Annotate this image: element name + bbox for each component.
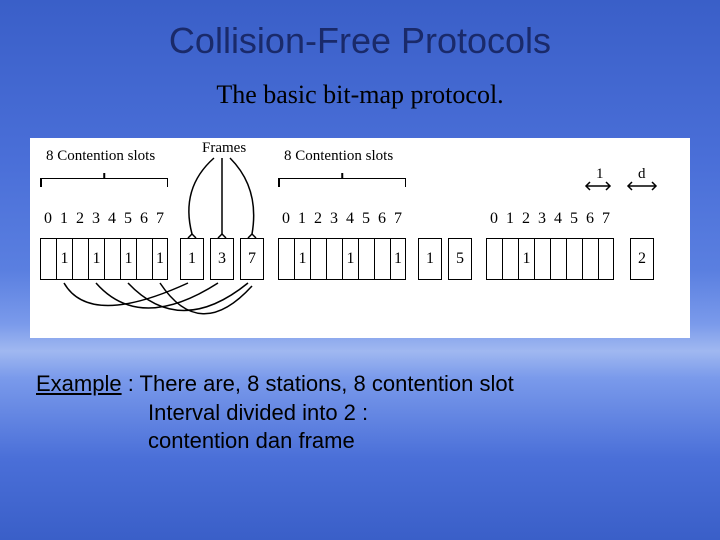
- slot-num: 1: [56, 210, 72, 228]
- contention-slot: [486, 238, 502, 280]
- bitmap-diagram: 8 Contention slots Frames 8 Contention s…: [30, 138, 690, 338]
- label-contention-2: 8 Contention slots: [284, 148, 393, 165]
- contention-slot: 1: [152, 238, 168, 280]
- label-d: d: [638, 166, 646, 183]
- contention-slot: [136, 238, 152, 280]
- contention-slot: [550, 238, 566, 280]
- slot-header-1: 01234567: [40, 210, 168, 228]
- contention-slot: 1: [56, 238, 72, 280]
- label-contention-1: 8 Contention slots: [46, 148, 155, 165]
- example-line-1-rest: : There are, 8 stations, 8 contention sl…: [122, 371, 514, 396]
- contention-slot: 1: [120, 238, 136, 280]
- contention-boxes-3: 1: [486, 238, 614, 280]
- slot-num: 7: [152, 210, 168, 228]
- label-one: 1: [596, 166, 604, 183]
- contention-slot: 1: [342, 238, 358, 280]
- frame-box: 2: [630, 238, 654, 280]
- slot-num: 7: [390, 210, 406, 228]
- contention-slot: 1: [294, 238, 310, 280]
- slot-num: 6: [374, 210, 390, 228]
- contention-slot: [598, 238, 614, 280]
- example-line-3: contention dan frame: [36, 427, 720, 456]
- contention-slot: [358, 238, 374, 280]
- label-frames: Frames: [202, 140, 246, 157]
- contention-slot: [72, 238, 88, 280]
- slot-num: 3: [534, 210, 550, 228]
- slot-num: 3: [326, 210, 342, 228]
- slot-num: 0: [486, 210, 502, 228]
- slot-header-3: 01234567: [486, 210, 614, 228]
- slot-header-2: 01234567: [278, 210, 406, 228]
- contention-slot: [310, 238, 326, 280]
- contention-slot: [534, 238, 550, 280]
- contention-slot: [582, 238, 598, 280]
- contention-boxes-1: 1111: [40, 238, 168, 280]
- frame-box: 7: [240, 238, 264, 280]
- example-line-2: Interval divided into 2 :: [36, 399, 720, 428]
- page-title: Collision-Free Protocols: [0, 0, 720, 62]
- contention-slot: [374, 238, 390, 280]
- page-subtitle: The basic bit-map protocol.: [0, 80, 720, 110]
- slot-num: 0: [40, 210, 56, 228]
- slot-num: 4: [342, 210, 358, 228]
- frame-box: 1: [418, 238, 442, 280]
- example-line-1: Example : There are, 8 stations, 8 conte…: [36, 370, 720, 399]
- slot-num: 2: [310, 210, 326, 228]
- slot-num: 4: [104, 210, 120, 228]
- contention-slot: [326, 238, 342, 280]
- frame-box: 3: [210, 238, 234, 280]
- contention-slot: [278, 238, 294, 280]
- example-text: Example : There are, 8 stations, 8 conte…: [36, 370, 720, 456]
- slot-num: 5: [358, 210, 374, 228]
- slot-num: 6: [582, 210, 598, 228]
- slot-num: 3: [88, 210, 104, 228]
- brace-1: [40, 178, 168, 186]
- contention-slot: [40, 238, 56, 280]
- brace-2: [278, 178, 406, 186]
- contention-slot: [502, 238, 518, 280]
- contention-slot: [104, 238, 120, 280]
- slot-num: 5: [566, 210, 582, 228]
- slot-num: 6: [136, 210, 152, 228]
- slot-num: 2: [72, 210, 88, 228]
- contention-slot: 1: [390, 238, 406, 280]
- slot-num: 2: [518, 210, 534, 228]
- contention-boxes-2: 111: [278, 238, 406, 280]
- slot-num: 7: [598, 210, 614, 228]
- slot-num: 0: [278, 210, 294, 228]
- frame-box: 5: [448, 238, 472, 280]
- slot-num: 4: [550, 210, 566, 228]
- contention-slot: [566, 238, 582, 280]
- example-label: Example: [36, 371, 122, 396]
- frame-box: 1: [180, 238, 204, 280]
- contention-slot: 1: [88, 238, 104, 280]
- slot-num: 5: [120, 210, 136, 228]
- slot-num: 1: [502, 210, 518, 228]
- contention-slot: 1: [518, 238, 534, 280]
- slot-num: 1: [294, 210, 310, 228]
